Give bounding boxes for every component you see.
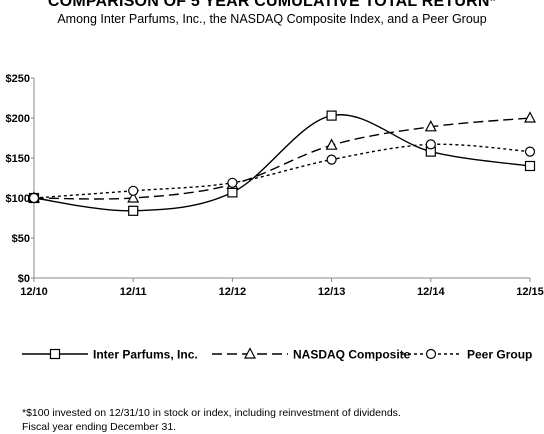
legend-label: Inter Parfums, Inc. [93,348,198,362]
legend: Inter Parfums, Inc. NASDAQ Composite Peer … [22,347,532,362]
x-tick-label: 12/13 [318,286,346,298]
legend-item-nasdaq-composite: NASDAQ Composite [212,347,411,362]
legend-item-inter-parfums-inc: Inter Parfums, Inc. [22,348,198,362]
data-point [524,146,536,157]
series-inter-parfums-inc [28,110,536,216]
legend-marker [244,347,256,359]
y-tick-label: $0 [18,273,30,285]
footnote-line-1: *$100 invested on 12/31/10 in stock or i… [22,407,401,419]
legend-item-peer-group: Peer Group [402,348,532,362]
y-tick-label: $100 [6,193,30,205]
data-point [127,191,140,203]
data-point [424,120,437,132]
chart-axes: $0 $50 $100 $150 $200 $250 12/10 12/11 12/12 12/1… [6,73,544,298]
data-point [425,139,436,150]
data-point [325,138,338,150]
legend-marker [425,348,437,360]
series-line [33,117,531,200]
data-point [28,192,40,204]
data-point [524,160,536,172]
y-tick-label: $50 [12,233,30,245]
x-tick-label: 12/12 [219,286,247,298]
data-point [227,177,238,188]
x-tick-label: 12/14 [417,286,445,298]
data-point [128,205,139,216]
x-tick-label: 12/10 [20,286,48,298]
y-tick-label: $250 [6,73,30,85]
y-tick-label: $200 [6,113,30,125]
series-peer-group [28,139,536,204]
legend-label: NASDAQ Composite [293,348,411,362]
data-point [326,110,337,121]
x-tick-label: 12/15 [516,286,544,298]
data-point [326,154,337,165]
chart-subtitle: Among Inter Parfums, Inc., the NASDAQ Co… [57,12,487,26]
series-layer [28,110,536,216]
chart-title: COMPARISON OF 5 YEAR CUMULATIVE TOTAL RE… [47,0,497,10]
data-point [227,187,238,198]
series-line [33,143,531,199]
y-tick-label: $150 [6,153,30,165]
data-point [524,111,536,123]
x-tick-label: 12/11 [120,286,147,298]
legend-marker [49,348,61,360]
legend-label: Peer Group [467,348,532,362]
footnote-line-2: Fiscal year ending December 31. [22,421,177,433]
series-line [33,114,531,212]
data-point [128,185,139,196]
